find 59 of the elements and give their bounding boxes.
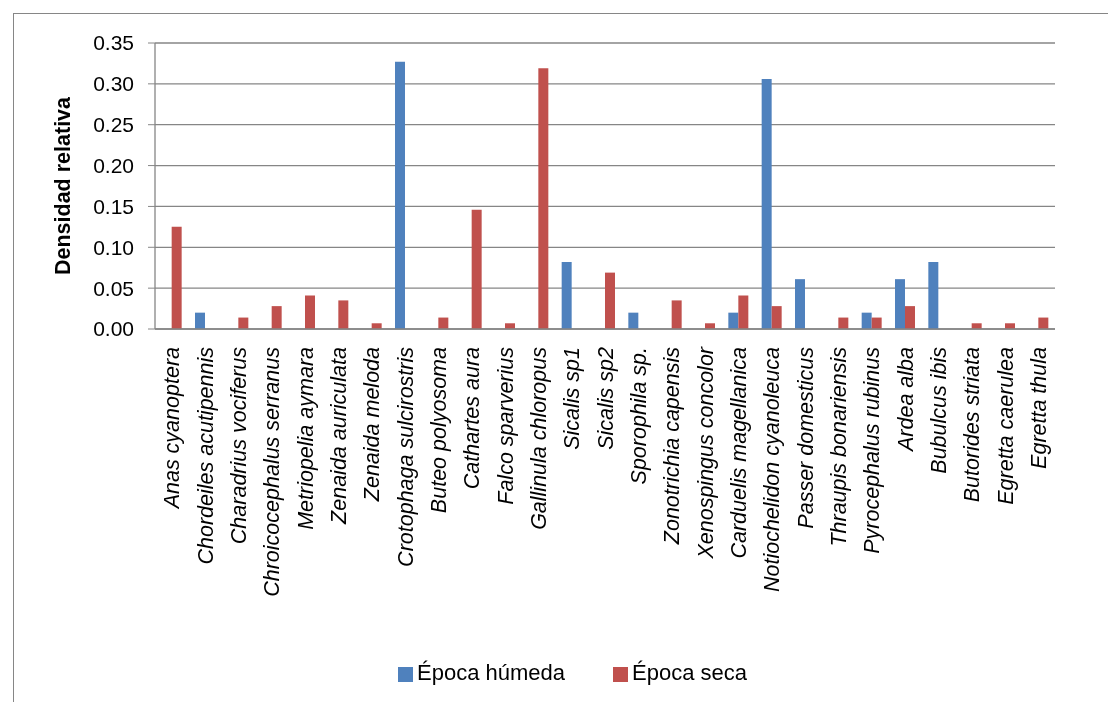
x-tick-label: Sicalis sp1 [560, 347, 585, 450]
x-tick-label: Butorides striata [960, 346, 985, 503]
bar [538, 68, 549, 329]
bar [561, 261, 572, 329]
y-tick-label: 0.20 [93, 154, 134, 178]
y-tick-label: 0.10 [93, 235, 134, 259]
bar [671, 300, 682, 329]
y-tick-label: 0.15 [93, 194, 134, 218]
x-tick-label: Sporophila sp. [626, 347, 651, 485]
bar [605, 272, 615, 329]
x-tick-label: Chroicocephalus serranus [260, 346, 285, 597]
y-tick-label: 0.30 [93, 72, 134, 96]
bar [395, 61, 405, 329]
bar [728, 312, 739, 329]
x-tick-label: Egretta thula [1026, 346, 1051, 469]
bar [271, 306, 282, 329]
x-tick-label: Bubulcus ibis [926, 346, 951, 474]
x-tick-label: Notiochelidon cyanoleuca [760, 346, 785, 593]
legend-label: Época húmeda [417, 660, 566, 685]
x-tick-label: Egretta caerulea [993, 346, 1018, 505]
bar [771, 306, 782, 329]
x-tick-label: Xenospingus concolor [693, 346, 718, 560]
y-tick-label: 0.05 [93, 276, 134, 300]
x-tick-label: Charadrius vociferus [226, 346, 251, 545]
bar [195, 312, 205, 329]
bar [738, 295, 749, 329]
x-tick-label: Anas cyanoptera [160, 346, 185, 511]
bar [905, 306, 915, 329]
x-tick-label: Zonotrichia capensis [660, 346, 685, 546]
x-tick-label: Cathartes aura [460, 346, 485, 490]
bar [628, 312, 639, 329]
x-tick-label: Buteo polyosoma [426, 346, 451, 514]
bar [895, 279, 905, 329]
bar [761, 78, 772, 329]
y-tick-label: 0.00 [93, 317, 134, 341]
x-tick-label: Ardea alba [893, 346, 918, 453]
bar [795, 279, 805, 329]
bar [471, 209, 482, 329]
bar [861, 312, 872, 329]
bar [171, 226, 182, 329]
y-tick-label: 0.35 [93, 31, 134, 55]
y-tick-label: 0.25 [93, 113, 134, 137]
y-axis-title: Densidad relativa [50, 95, 75, 276]
x-tick-label: Gallinula chloropus [526, 346, 551, 530]
x-tick-label: Thraupis bonariensis [826, 346, 851, 547]
legend-label: Época seca [632, 660, 747, 685]
x-tick-label: Zenaida meloda [360, 346, 385, 503]
bar [928, 261, 939, 329]
bar [305, 295, 315, 329]
x-tick-label: Passer domesticus [793, 346, 818, 529]
x-tick-label: Sicalis sp2 [593, 346, 618, 450]
x-tick-label: Crotophaga sulcirostris [393, 346, 418, 567]
x-tick-label: Zenaida auriculata [326, 346, 351, 525]
x-tick-label: Falco sparverius [493, 346, 518, 505]
x-tick-label: Chordeiles acutipennis [193, 346, 218, 565]
x-tick-label: Metriopelia aymara [293, 346, 318, 530]
x-tick-label: Pyrocephalus rubinus [860, 346, 885, 554]
bar [338, 300, 349, 329]
x-tick-label: Carduelis magellanica [726, 346, 751, 559]
